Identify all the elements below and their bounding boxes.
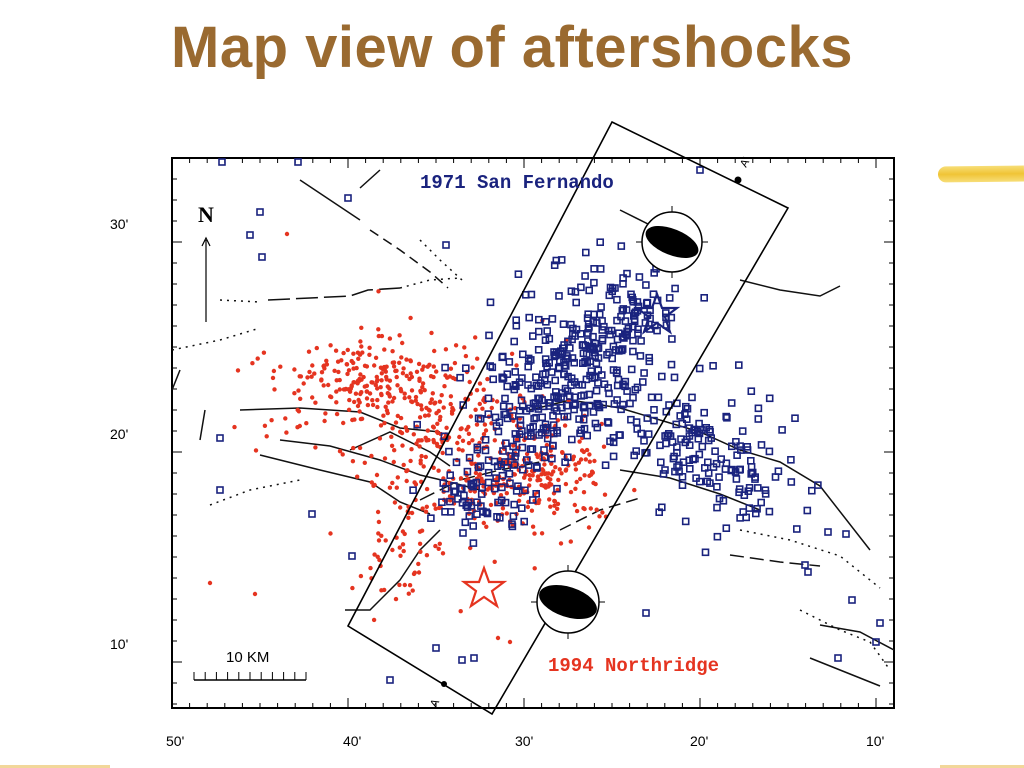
beachball-icon — [636, 206, 708, 278]
aftershock-map: 30' 20' 10' 50' 40' 30' 20' 10' — [100, 110, 1024, 768]
scale-label: 10 KM — [226, 649, 269, 666]
label-1971-san-fernando: 1971 San Fernando — [420, 172, 614, 194]
north-label: N — [198, 202, 214, 227]
scale-bar: 10 KM — [193, 649, 307, 681]
cross-section-box — [346, 120, 790, 716]
lat-label-20: 20' — [110, 426, 128, 442]
profile-endpoint-top — [734, 176, 742, 184]
lon-label-10: 10' — [866, 733, 884, 749]
lat-label-10: 10' — [110, 636, 128, 652]
profile-endpoint-bottom — [441, 681, 447, 687]
san-fernando-aftershocks — [216, 158, 884, 684]
lat-label-30: 30' — [110, 216, 128, 232]
slide-title: Map view of aftershocks — [171, 15, 853, 80]
lon-label-50: 50' — [166, 733, 184, 749]
map-frame — [171, 157, 895, 709]
footer-strip-right — [940, 765, 1024, 768]
footer-strip-left — [0, 765, 110, 768]
north-arrow: N — [198, 202, 214, 322]
lon-label-20: 20' — [690, 733, 708, 749]
northridge-aftershocks — [207, 231, 637, 645]
star-icon — [460, 564, 508, 609]
beachball-icon — [531, 565, 605, 639]
axis-ticks — [171, 157, 894, 708]
star-icon — [633, 290, 681, 335]
lon-label-40: 40' — [343, 733, 361, 749]
label-1994-northridge: 1994 Northridge — [548, 655, 719, 677]
lon-label-30: 30' — [515, 733, 533, 749]
